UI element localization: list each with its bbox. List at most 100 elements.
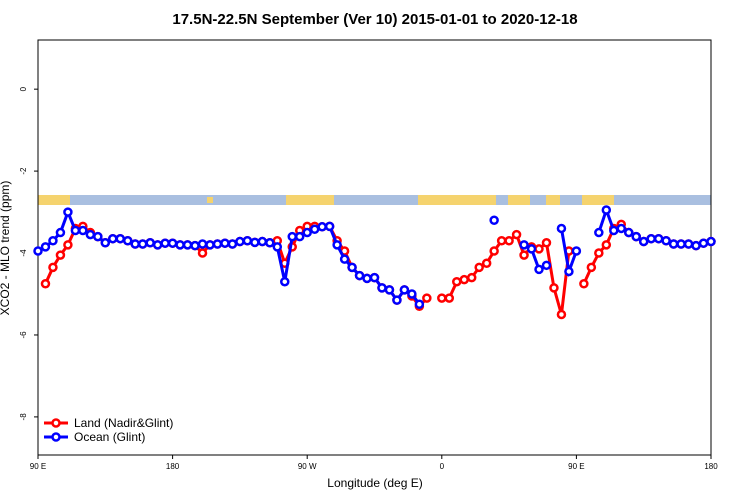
point [601,240,612,250]
x-tick-label: 0 [440,462,445,471]
point [474,262,484,273]
point [115,233,126,244]
point [601,205,612,215]
series-line [44,222,712,315]
x-tick-label: 90 E [568,462,584,471]
point [339,254,350,264]
point [265,238,275,248]
point [85,229,96,240]
point [302,227,312,238]
point [452,276,462,287]
y-axis-label: XCO2 - MLO trend (ppm) [0,181,12,316]
point [145,238,155,248]
point [392,295,402,305]
point [55,250,66,260]
series-line [37,205,712,306]
point [414,299,425,309]
point [683,239,694,249]
point [205,240,215,250]
point [489,246,499,256]
legend-marker [51,432,61,442]
point [40,242,51,252]
x-axis-label: Longitude (deg E) [327,476,422,490]
y-tick-label: -2 [19,167,28,175]
point [556,223,567,234]
point [78,225,88,236]
point [489,215,499,226]
point [40,279,51,289]
point [586,262,597,273]
point [579,279,589,289]
point [511,229,522,240]
point [609,225,619,236]
point [534,264,544,275]
point [526,244,537,254]
point [519,250,529,260]
point [220,238,230,248]
point [324,221,335,232]
point [594,227,604,238]
point [137,239,148,249]
x-tick-label: 90 W [298,462,317,471]
legend-label: Land (Nadir&Glint) [74,416,173,430]
point [190,240,200,251]
point [55,227,66,238]
point [33,246,43,256]
point [250,237,260,248]
point [197,248,208,258]
y-tick-label: 0 [19,86,28,91]
point [668,239,679,249]
point [182,240,193,250]
point [646,233,656,244]
point [549,283,559,293]
point [534,244,544,254]
point [235,236,245,247]
x-tick-label: 180 [704,462,718,471]
point [100,238,111,248]
point [571,246,582,256]
point [70,225,81,236]
point [167,238,178,248]
point [407,289,417,299]
point [227,239,238,249]
point [496,235,507,246]
point [108,233,118,244]
point [354,270,365,281]
point [93,231,103,242]
point [444,293,455,303]
point [197,239,208,249]
point [519,240,529,250]
y-tick-label: -8 [19,413,28,421]
point [309,224,320,235]
point [317,222,327,232]
point [638,236,649,247]
point [422,293,432,303]
point [631,231,641,242]
point [369,272,380,283]
point [384,285,395,295]
x-tick-label: 90 E [30,462,46,471]
point [347,262,357,273]
point [661,235,671,246]
point [48,262,58,273]
point [556,309,567,320]
point [362,273,372,284]
point [377,283,387,293]
point [48,235,58,246]
y-tick-label: -4 [19,249,28,257]
point [504,235,514,246]
chart-title: 17.5N-22.5N September (Ver 10) 2015-01-0… [172,11,577,28]
point [242,235,253,246]
point [706,236,716,247]
point [623,227,634,238]
point [257,236,268,247]
legend-label: Ocean (Glint) [74,430,145,444]
point [564,266,574,277]
point [122,235,133,246]
point [437,293,447,303]
point [616,223,627,234]
point [653,233,664,244]
point [294,231,305,242]
